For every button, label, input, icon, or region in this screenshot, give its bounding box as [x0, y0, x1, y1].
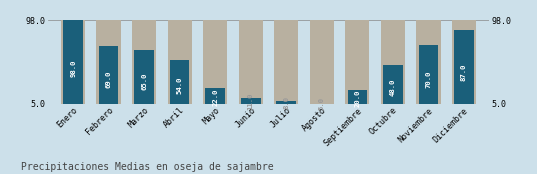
Bar	[170, 60, 190, 104]
Bar	[134, 50, 154, 104]
Bar	[63, 20, 83, 104]
Bar	[277, 101, 296, 104]
Bar	[418, 45, 438, 104]
Text: 69.0: 69.0	[106, 71, 112, 88]
Bar	[99, 46, 119, 104]
Text: 87.0: 87.0	[461, 64, 467, 81]
Bar	[274, 20, 299, 104]
Bar	[381, 20, 405, 104]
Text: 22.0: 22.0	[212, 88, 218, 106]
Bar	[241, 98, 260, 104]
Bar	[416, 20, 440, 104]
Text: 98.0: 98.0	[70, 60, 76, 77]
Bar	[454, 30, 474, 104]
Text: 5.0: 5.0	[319, 97, 325, 110]
Bar	[309, 20, 334, 104]
Bar	[206, 88, 225, 104]
Text: 54.0: 54.0	[177, 76, 183, 94]
Text: 20.0: 20.0	[354, 89, 360, 107]
Bar	[132, 20, 156, 104]
Bar	[168, 20, 192, 104]
Bar	[383, 65, 403, 104]
Text: 70.0: 70.0	[425, 70, 431, 88]
Bar	[345, 20, 369, 104]
Bar	[238, 20, 263, 104]
Text: Precipitaciones Medias en oseja de sajambre: Precipitaciones Medias en oseja de sajam…	[21, 162, 274, 172]
Bar	[97, 20, 121, 104]
Text: 48.0: 48.0	[390, 78, 396, 96]
Text: 65.0: 65.0	[141, 72, 147, 90]
Bar	[61, 20, 85, 104]
Bar	[452, 20, 476, 104]
Text: 11.0: 11.0	[248, 92, 254, 110]
Bar	[203, 20, 228, 104]
Text: 8.0: 8.0	[283, 96, 289, 109]
Bar	[347, 90, 367, 104]
